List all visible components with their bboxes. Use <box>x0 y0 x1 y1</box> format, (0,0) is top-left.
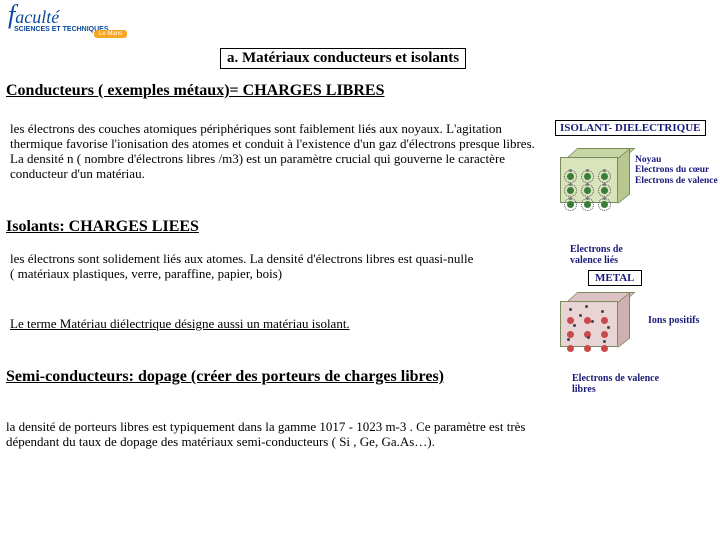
dielectric-note: Le terme Matériau diélectrique désigne a… <box>10 316 350 332</box>
free-electron-icon <box>607 326 610 329</box>
legend-bound-electrons: Electrons de valence liés <box>570 245 623 266</box>
atom <box>564 342 577 355</box>
free-electron-icon <box>579 314 582 317</box>
nucleus-icon <box>601 317 608 324</box>
free-electron-icon <box>567 338 570 341</box>
metal-cube <box>560 292 630 347</box>
nucleus-icon <box>601 345 608 352</box>
free-electron-icon <box>601 310 604 313</box>
atom <box>564 170 577 183</box>
logo: faculté SCIENCES ET TECHNIQUES Le Mans <box>8 4 138 44</box>
atom <box>598 198 611 211</box>
atom <box>598 170 611 183</box>
logo-pill: Le Mans <box>94 30 127 38</box>
atom <box>564 184 577 197</box>
semiconductors-body: la densité de porteurs libres est typiqu… <box>6 420 551 450</box>
insulator-cube <box>560 148 630 203</box>
atom <box>598 342 611 355</box>
atom <box>564 198 577 211</box>
free-electron-icon <box>603 340 606 343</box>
valence-electron-icon <box>603 169 606 172</box>
valence-electron-icon <box>569 197 572 200</box>
atom-grid <box>564 170 615 212</box>
semiconductors-heading: Semi-conducteurs: dopage (créer des port… <box>6 368 526 386</box>
atom-grid <box>564 314 615 356</box>
nucleus-icon <box>567 331 574 338</box>
free-electron-icon <box>569 308 572 311</box>
metal-box-label: METAL <box>588 270 642 286</box>
cube-side-face <box>618 292 630 347</box>
valence-electron-icon <box>603 197 606 200</box>
valence-electron-icon <box>603 183 606 186</box>
valence-electron-icon <box>586 197 589 200</box>
legend-ions: Ions positifs <box>648 316 699 326</box>
isolant-box-label: ISOLANT- DIELECTRIQUE <box>555 120 706 136</box>
atom <box>581 170 594 183</box>
valence-electron-icon <box>569 169 572 172</box>
atom <box>598 314 611 327</box>
legend-nucleus: Noyau Electrons du cœur Electrons de val… <box>635 155 718 186</box>
atom <box>581 328 594 341</box>
atom <box>564 328 577 341</box>
nucleus-icon <box>584 345 591 352</box>
legend-free-electrons: Electrons de valence libres <box>572 374 659 395</box>
atom <box>598 184 611 197</box>
cube-front-face <box>560 301 618 347</box>
insulators-body: les électrons sont solidement liés aux a… <box>10 252 545 282</box>
free-electron-icon <box>573 324 576 327</box>
nucleus-icon <box>601 331 608 338</box>
free-electron-icon <box>591 320 594 323</box>
nucleus-icon <box>567 345 574 352</box>
nucleus-icon <box>584 317 591 324</box>
conductors-heading: Conducteurs ( exemples métaux)= CHARGES … <box>6 82 384 100</box>
valence-electron-icon <box>586 169 589 172</box>
free-electron-icon <box>585 305 588 308</box>
atom <box>581 184 594 197</box>
nucleus-icon <box>567 317 574 324</box>
atom <box>581 198 594 211</box>
insulators-heading: Isolants: CHARGES LIEES <box>6 218 199 236</box>
free-electron-icon <box>587 336 590 339</box>
conductors-body: les électrons des couches atomiques péri… <box>10 122 540 182</box>
page-title: a. Matériaux conducteurs et isolants <box>220 48 466 69</box>
valence-electron-icon <box>569 183 572 186</box>
atom <box>581 342 594 355</box>
logo-word: aculté <box>15 7 59 27</box>
valence-electron-icon <box>586 183 589 186</box>
cube-side-face <box>618 148 630 203</box>
cube-front-face <box>560 157 618 203</box>
